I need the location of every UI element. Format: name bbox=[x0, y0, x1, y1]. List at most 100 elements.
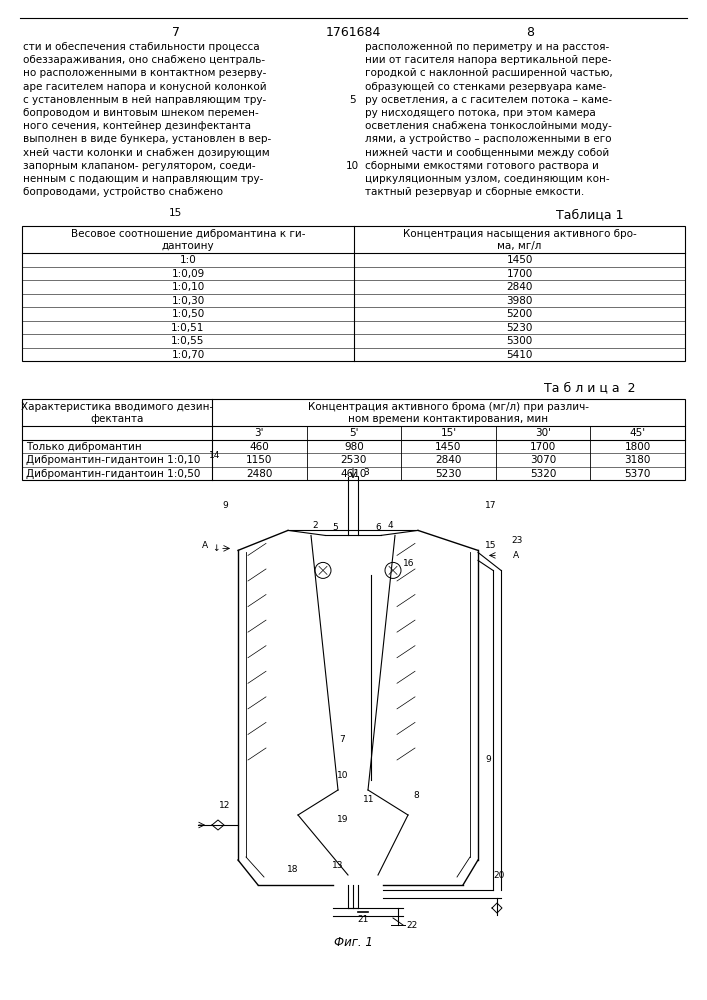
Text: 6: 6 bbox=[375, 523, 381, 532]
Text: 8: 8 bbox=[526, 26, 534, 39]
Text: Концентрация насыщения активного бро-
ма, мг/л: Концентрация насыщения активного бро- ма… bbox=[402, 229, 636, 251]
Text: хней части колонки и снабжен дозирующим: хней части колонки и снабжен дозирующим bbox=[23, 148, 269, 158]
Text: Дибромантин-гидантоин 1:0,50: Дибромантин-гидантоин 1:0,50 bbox=[26, 469, 200, 479]
Text: 1150: 1150 bbox=[246, 455, 272, 465]
Text: 1:0,51: 1:0,51 bbox=[171, 323, 205, 333]
Text: тактный резервуар и сборные емкости.: тактный резервуар и сборные емкости. bbox=[365, 187, 584, 197]
Text: ного сечения, контейнер дезинфектанта: ного сечения, контейнер дезинфектанта bbox=[23, 121, 251, 131]
Text: 1:0: 1:0 bbox=[180, 255, 197, 265]
Text: 2840: 2840 bbox=[506, 282, 532, 292]
Text: Дибромантин-гидантоин 1:0,10: Дибромантин-гидантоин 1:0,10 bbox=[26, 455, 200, 465]
Text: 15: 15 bbox=[485, 541, 496, 550]
Text: 30': 30' bbox=[535, 428, 551, 438]
Text: Фиг. 1: Фиг. 1 bbox=[334, 936, 373, 950]
Text: 19: 19 bbox=[337, 816, 348, 824]
Text: 45': 45' bbox=[630, 428, 645, 438]
Text: 1450: 1450 bbox=[506, 255, 532, 265]
Text: 9: 9 bbox=[222, 501, 228, 510]
Text: 3: 3 bbox=[363, 468, 369, 477]
Text: 12: 12 bbox=[218, 800, 230, 810]
Text: сборными емкостями готового раствора и: сборными емкостями готового раствора и bbox=[365, 161, 599, 171]
Text: ненным с подающим и направляющим тру-: ненным с подающим и направляющим тру- bbox=[23, 174, 264, 184]
Text: расположенной по периметру и на расстоя-: расположенной по периметру и на расстоя- bbox=[365, 42, 609, 52]
Circle shape bbox=[385, 562, 401, 578]
Text: 3180: 3180 bbox=[624, 455, 651, 465]
Text: 5200: 5200 bbox=[506, 309, 532, 319]
Text: 3070: 3070 bbox=[530, 455, 556, 465]
Text: 1:0,30: 1:0,30 bbox=[171, 296, 204, 306]
Text: 5410: 5410 bbox=[506, 350, 532, 360]
Bar bbox=[22, 226, 685, 361]
Text: 5': 5' bbox=[349, 428, 358, 438]
Text: сти и обеспечения стабильности процесса: сти и обеспечения стабильности процесса bbox=[23, 42, 259, 52]
Text: с установленным в ней направляющим тру-: с установленным в ней направляющим тру- bbox=[23, 95, 267, 105]
Text: 5370: 5370 bbox=[624, 469, 651, 479]
Text: A: A bbox=[513, 551, 519, 560]
Text: аре гасителем напора и конусной колонкой: аре гасителем напора и конусной колонкой bbox=[23, 82, 267, 92]
Text: A: A bbox=[202, 541, 208, 550]
Text: 5230: 5230 bbox=[436, 469, 462, 479]
Text: Таблица 1: Таблица 1 bbox=[556, 208, 624, 221]
Text: Весовое соотношение дибромантина к ги-
дантоину: Весовое соотношение дибромантина к ги- д… bbox=[71, 229, 305, 251]
Text: бопроводом и винтовым шнеком перемен-: бопроводом и винтовым шнеком перемен- bbox=[23, 108, 259, 118]
Text: 22: 22 bbox=[406, 920, 417, 930]
Text: 15': 15' bbox=[440, 428, 457, 438]
Text: 2480: 2480 bbox=[246, 469, 272, 479]
Text: 17: 17 bbox=[485, 501, 496, 510]
Text: 1:0,50: 1:0,50 bbox=[171, 309, 204, 319]
Text: 460: 460 bbox=[250, 442, 269, 452]
Text: 23: 23 bbox=[511, 536, 522, 545]
Text: Та б л и ц а  2: Та б л и ц а 2 bbox=[544, 381, 636, 394]
Text: 10: 10 bbox=[337, 770, 348, 780]
Text: 1700: 1700 bbox=[530, 442, 556, 452]
Text: 15: 15 bbox=[168, 208, 182, 218]
Text: осветления снабжена тонкослойными моду-: осветления снабжена тонкослойными моду- bbox=[365, 121, 612, 131]
Text: 10: 10 bbox=[346, 161, 358, 171]
Text: 4: 4 bbox=[388, 521, 394, 530]
Text: образующей со стенками резервуара каме-: образующей со стенками резервуара каме- bbox=[365, 82, 606, 92]
Text: запорным клапаном- регулятором, соеди-: запорным клапаном- регулятором, соеди- bbox=[23, 161, 256, 171]
Text: 9: 9 bbox=[485, 756, 491, 764]
Text: 14: 14 bbox=[209, 451, 220, 460]
Text: ↓: ↓ bbox=[212, 544, 220, 553]
Text: 5320: 5320 bbox=[530, 469, 556, 479]
Text: 5: 5 bbox=[349, 95, 356, 105]
Text: Только дибромантин: Только дибромантин bbox=[26, 442, 141, 452]
Text: 1:0,55: 1:0,55 bbox=[171, 336, 205, 346]
Text: 5230: 5230 bbox=[506, 323, 532, 333]
Text: Характеристика вводимого дезин-
фектанта: Характеристика вводимого дезин- фектанта bbox=[21, 402, 213, 424]
Text: 1450: 1450 bbox=[436, 442, 462, 452]
Text: Концентрация активного брома (мг/л) при различ-
ном времени контактирования, мин: Концентрация активного брома (мг/л) при … bbox=[308, 402, 589, 424]
Text: обеззараживания, оно снабжено централь-: обеззараживания, оно снабжено централь- bbox=[23, 55, 265, 65]
Text: 1:0,10: 1:0,10 bbox=[171, 282, 204, 292]
Text: 21: 21 bbox=[357, 916, 368, 924]
Text: лями, а устройство – расположенными в его: лями, а устройство – расположенными в ег… bbox=[365, 134, 612, 144]
Text: циркуляционным узлом, соединяющим кон-: циркуляционным узлом, соединяющим кон- bbox=[365, 174, 609, 184]
Text: 2530: 2530 bbox=[341, 455, 367, 465]
Text: выполнен в виде бункера, установлен в вер-: выполнен в виде бункера, установлен в ве… bbox=[23, 134, 271, 144]
Text: 3980: 3980 bbox=[506, 296, 532, 306]
Text: 2840: 2840 bbox=[436, 455, 462, 465]
Text: 1:0,70: 1:0,70 bbox=[171, 350, 204, 360]
Text: 7: 7 bbox=[172, 26, 180, 39]
Text: нижней части и сообщенными между собой: нижней части и сообщенными между собой bbox=[365, 148, 609, 158]
Text: 1761684: 1761684 bbox=[325, 26, 380, 39]
Text: 11: 11 bbox=[363, 796, 375, 804]
Text: ру нисходящего потока, при этом камера: ру нисходящего потока, при этом камера bbox=[365, 108, 596, 118]
Circle shape bbox=[315, 562, 331, 578]
Text: 1:0,09: 1:0,09 bbox=[171, 269, 204, 279]
Text: нии от гасителя напора вертикальной пере-: нии от гасителя напора вертикальной пере… bbox=[365, 55, 612, 65]
Text: 2: 2 bbox=[312, 521, 318, 530]
Text: 1800: 1800 bbox=[624, 442, 651, 452]
Text: 5300: 5300 bbox=[506, 336, 532, 346]
Text: городкой с наклонной расширенной частью,: городкой с наклонной расширенной частью, bbox=[365, 68, 613, 78]
Text: но расположенными в контактном резерву-: но расположенными в контактном резерву- bbox=[23, 68, 267, 78]
Text: 20: 20 bbox=[493, 870, 504, 880]
Text: 16: 16 bbox=[403, 559, 414, 568]
Text: ру осветления, а с гасителем потока – каме-: ру осветления, а с гасителем потока – ка… bbox=[365, 95, 612, 105]
Text: 1700: 1700 bbox=[506, 269, 532, 279]
Text: 980: 980 bbox=[344, 442, 364, 452]
Text: 18: 18 bbox=[286, 865, 298, 874]
Text: 3': 3' bbox=[255, 428, 264, 438]
Text: 4610: 4610 bbox=[341, 469, 367, 479]
